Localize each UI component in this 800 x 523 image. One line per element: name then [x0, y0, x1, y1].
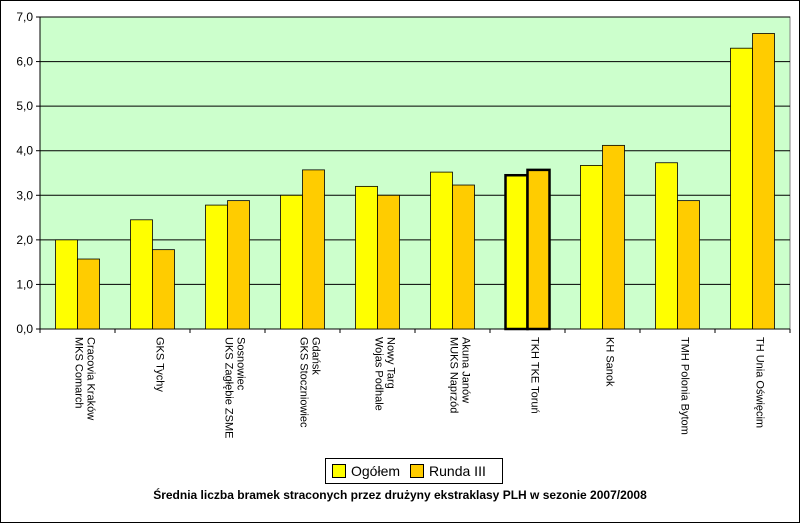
chart-legend: Ogółem Runda III — [325, 458, 503, 484]
chart-title: Średnia liczba bramek straconych przez d… — [153, 488, 647, 502]
bar-runda-iii — [677, 200, 700, 330]
y-tick-label: 2,0 — [16, 233, 33, 247]
legend-item-ogolem: Ogółem — [332, 463, 400, 479]
category-label: Cracovia Kraków — [85, 337, 97, 420]
y-tick-label: 1,0 — [16, 277, 33, 291]
category-label: MUKS Naprzód — [448, 337, 460, 413]
category-label: GKS Stoczniowiec — [298, 337, 310, 428]
bar-ogolem — [504, 173, 529, 331]
bar-ogolem — [580, 165, 603, 330]
legend-label-ogolem: Ogółem — [351, 463, 401, 479]
bar-runda-iii — [152, 249, 175, 330]
category-label: UKS Zagłębie ZSME — [223, 337, 235, 438]
y-tick-label: 0,0 — [16, 322, 33, 336]
y-tick-label: 6,0 — [16, 55, 33, 69]
category-label: TKH TKE Toruń — [529, 337, 541, 414]
bar-runda-iii — [77, 258, 100, 330]
legend-swatch-ogolem — [332, 464, 346, 478]
bar-ogolem — [430, 171, 453, 330]
bar-ogolem — [280, 194, 303, 330]
bar-runda-iii — [452, 184, 475, 330]
bar-runda-iii — [602, 144, 625, 330]
bar-runda-iii — [302, 169, 325, 330]
bar-ogolem — [655, 162, 678, 330]
category-label: Nowy Targ — [385, 337, 397, 389]
category-label: Wojas Podhale — [373, 337, 385, 411]
category-label: Akuna Janów — [460, 337, 472, 403]
y-tick-label: 5,0 — [16, 99, 33, 113]
bar-runda-iii — [752, 33, 775, 330]
bar-runda-iii — [377, 194, 400, 330]
bar-ogolem — [205, 204, 228, 330]
category-label: GKS Tychy — [154, 337, 166, 392]
bar-ogolem — [355, 185, 378, 330]
bar-ogolem — [130, 219, 153, 330]
bar-ogolem — [730, 47, 753, 330]
bar-runda-iii — [526, 168, 551, 331]
legend-item-runda: Runda III — [410, 463, 486, 479]
y-tick-label: 7,0 — [16, 10, 33, 24]
category-label: Sosnowiec — [235, 337, 247, 391]
legend-label-runda: Runda III — [429, 463, 486, 479]
category-label: TMH Polonia Bytom — [679, 337, 691, 435]
category-label: KH Sanok — [604, 337, 616, 387]
category-label: Gdańsk — [310, 337, 322, 375]
category-label: MKS Comarch — [73, 337, 85, 409]
category-label: TH Unia Oświęcim — [754, 337, 766, 428]
y-tick-label: 4,0 — [16, 144, 33, 158]
bar-runda-iii — [227, 200, 250, 330]
legend-swatch-runda — [410, 464, 425, 478]
y-tick-label: 3,0 — [16, 188, 33, 202]
bar-ogolem — [55, 239, 78, 330]
